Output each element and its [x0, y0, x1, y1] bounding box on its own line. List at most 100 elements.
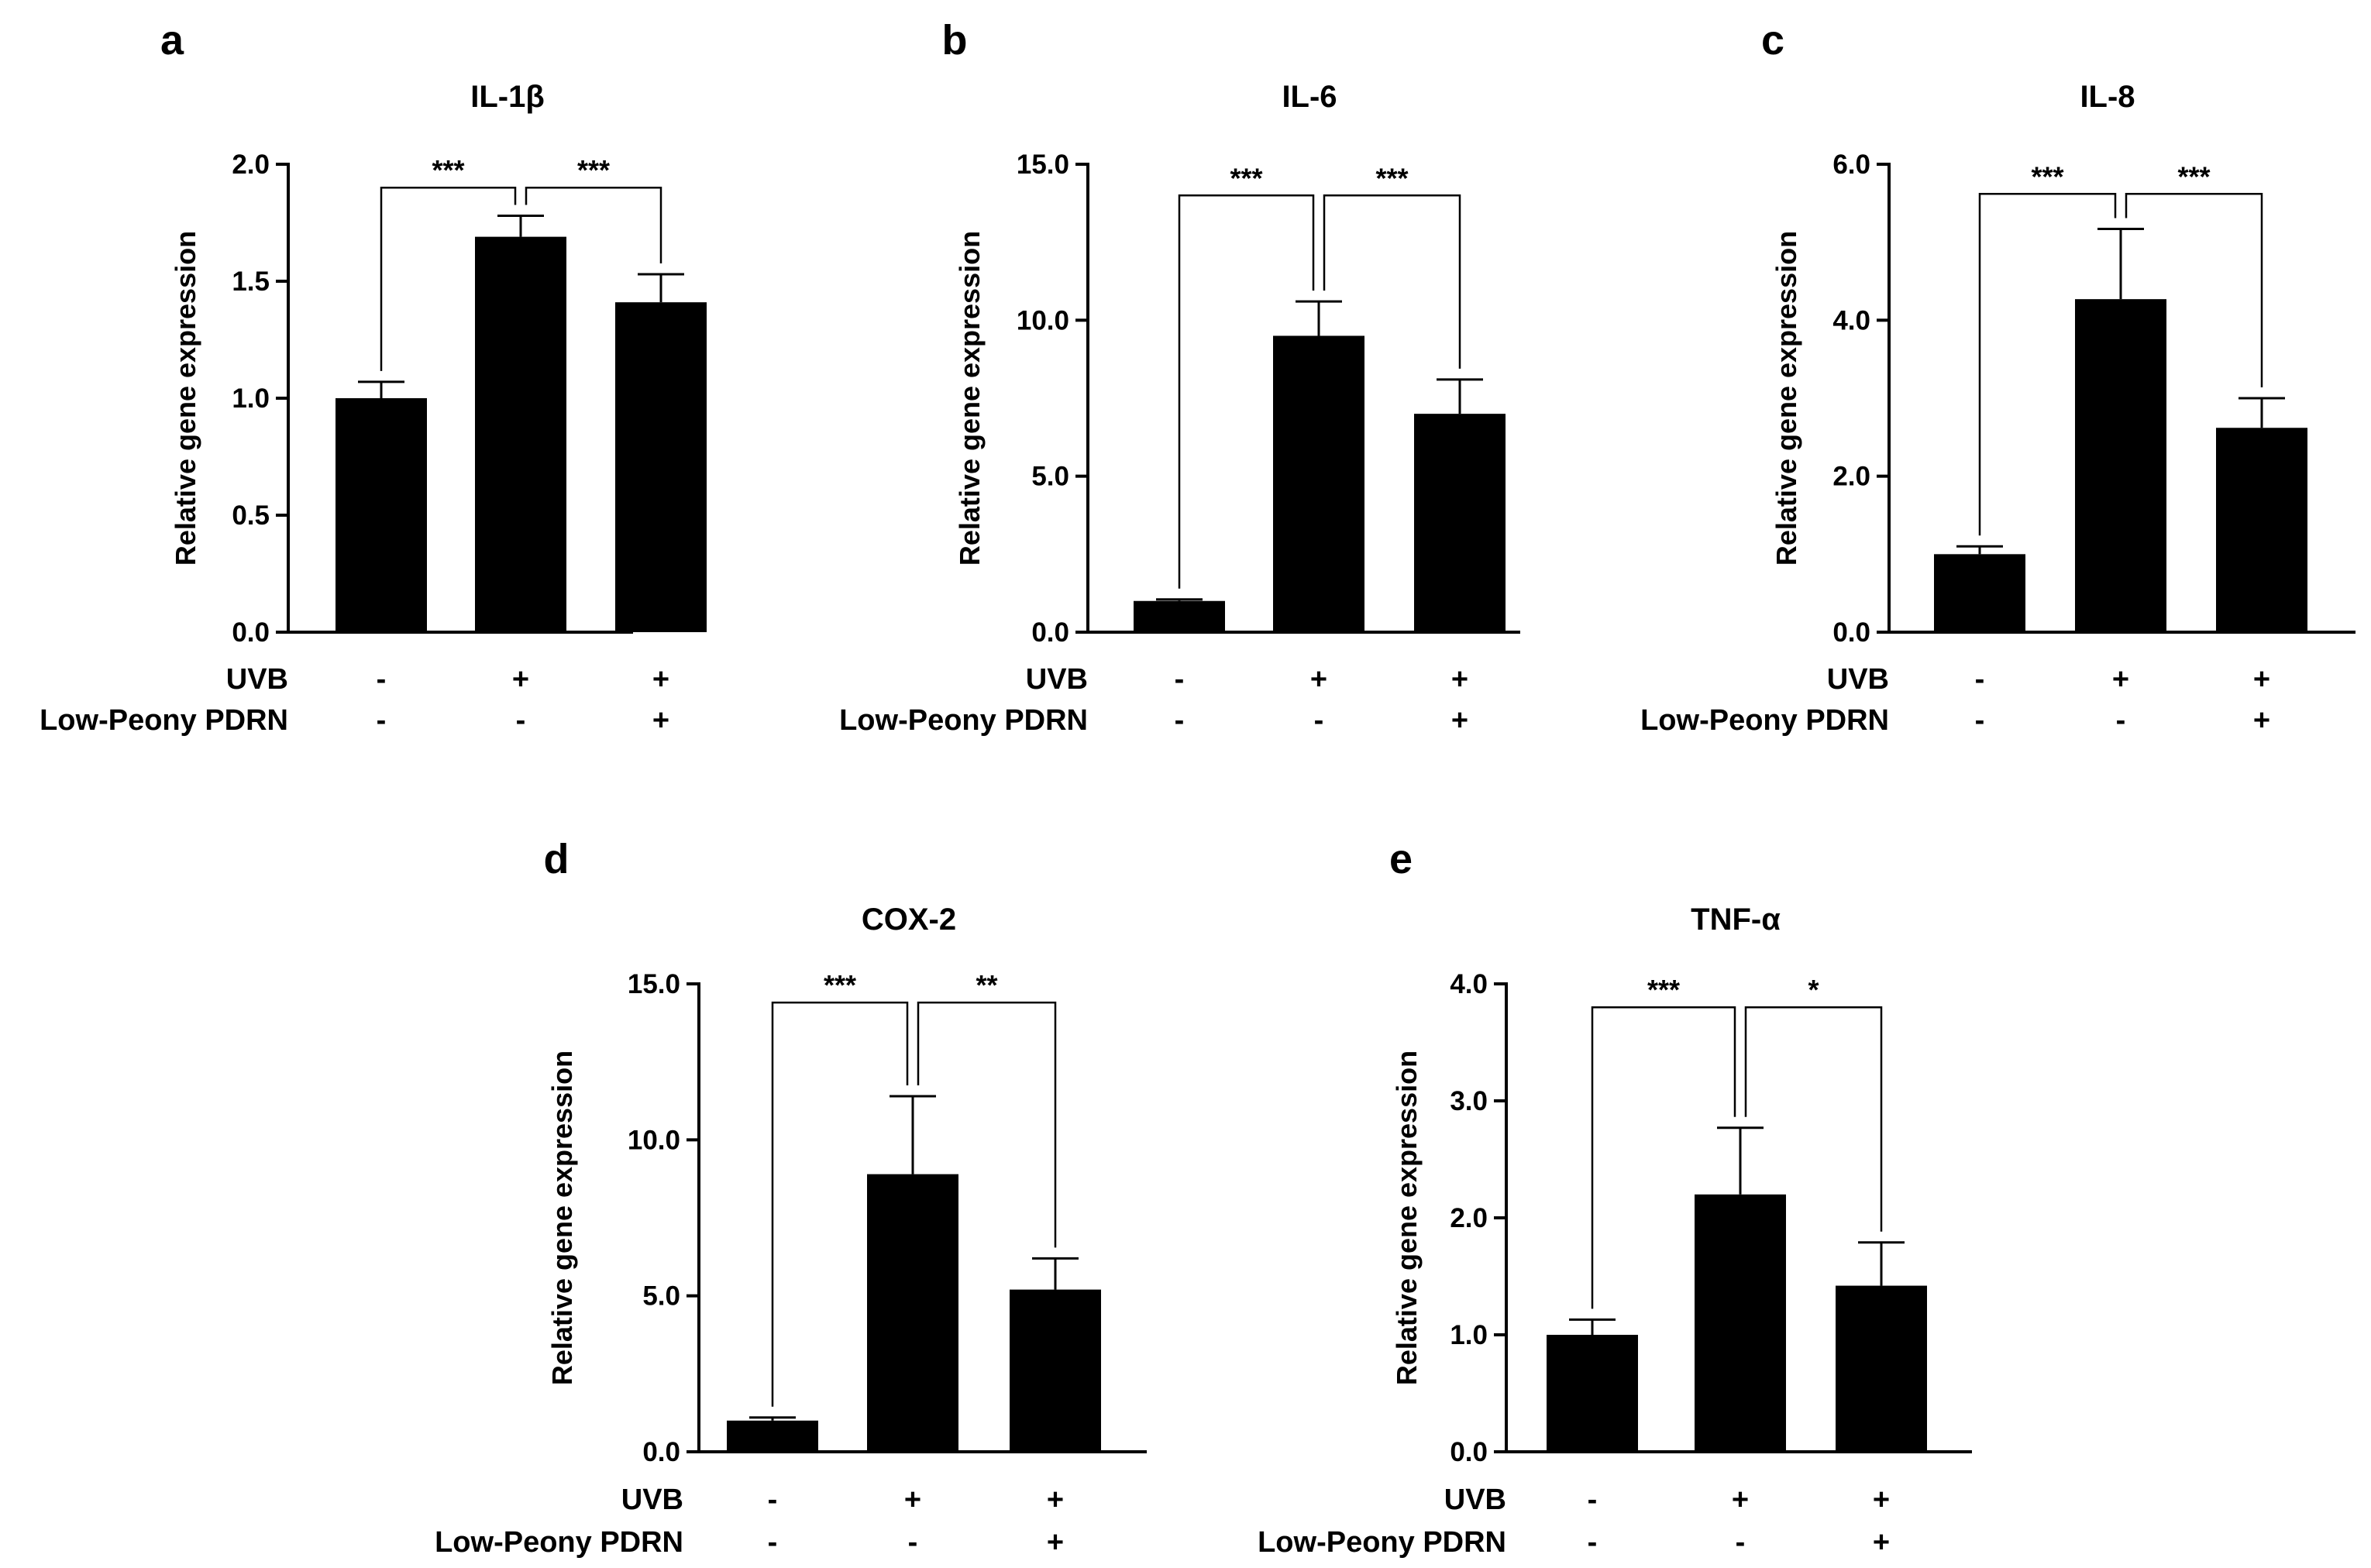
y-tick-label: 4.0	[1832, 305, 1870, 335]
significance-label: ***	[577, 154, 610, 186]
y-tick-label: 0.0	[1031, 617, 1069, 648]
uvb-sign: -	[1588, 1484, 1598, 1516]
y-axis-title: Relative gene expression	[954, 231, 986, 566]
significance-bracket	[1978, 193, 2117, 536]
uvb-sign: -	[1175, 663, 1185, 696]
bar	[727, 1420, 818, 1452]
y-tick-label: 1.5	[232, 266, 270, 297]
uvb-sign: +	[1732, 1484, 1749, 1516]
panel-letter: b	[942, 17, 968, 64]
pdrn-sign: +	[1047, 1526, 1064, 1559]
pdrn-sign: -	[1175, 704, 1185, 737]
pdrn-sign: +	[1873, 1526, 1890, 1559]
condition-label-uvb: UVB	[1444, 1484, 1506, 1516]
condition-label-pdrn: Low-Peony PDRN	[1640, 704, 1889, 737]
pdrn-sign: -	[2116, 704, 2126, 737]
significance-bracket	[1591, 1006, 1736, 1309]
pdrn-sign: -	[908, 1526, 918, 1559]
chart-panel-e: e TNF-α Relative gene expression 0.0 1.0 2.0 3…	[1258, 836, 1972, 1559]
y-axis-title: Relative gene expression	[1391, 1050, 1423, 1385]
significance-label: *	[1808, 974, 1819, 1006]
chart-panel-d: d COX-2 Relative gene expression 0.0 5.0 10.0…	[435, 836, 1147, 1559]
pdrn-sign: +	[2253, 704, 2270, 737]
bar	[1547, 1335, 1638, 1452]
bar	[1934, 554, 2025, 632]
y-axis-title: Relative gene expression	[546, 1050, 578, 1385]
y-tick-label: 2.0	[232, 150, 270, 180]
condition-label-uvb: UVB	[1827, 663, 1889, 696]
bar	[2216, 428, 2307, 632]
pdrn-sign: -	[1588, 1526, 1598, 1559]
significance-label: ***	[1375, 162, 1408, 194]
y-tick-label: 15.0	[628, 969, 680, 999]
bar	[475, 236, 566, 632]
panel-letter: a	[160, 17, 184, 64]
uvb-sign: +	[1310, 663, 1327, 696]
chart-title: IL-8	[2080, 80, 2135, 114]
pdrn-sign: -	[768, 1526, 778, 1559]
bar	[867, 1174, 958, 1452]
pdrn-sign: +	[652, 704, 669, 737]
y-tick-label: 3.0	[1450, 1086, 1488, 1116]
uvb-sign: -	[1975, 663, 1985, 696]
condition-label-pdrn: Low-Peony PDRN	[435, 1526, 683, 1559]
uvb-sign: +	[1047, 1484, 1064, 1516]
y-tick-label: 0.0	[1450, 1437, 1488, 1467]
y-axis-title: Relative gene expression	[170, 231, 201, 566]
y-tick-label: 10.0	[1017, 305, 1069, 335]
chart-title: IL-1β	[470, 80, 545, 114]
chart-panel-b: b IL-6 Relative gene expression 0.0 5.0 10.0 1…	[839, 17, 1520, 737]
y-tick-label: 10.0	[628, 1125, 680, 1155]
chart-title: TNF-α	[1691, 903, 1781, 937]
significance-label: ***	[824, 969, 856, 1001]
pdrn-sign: -	[377, 704, 387, 737]
chart-title: COX-2	[862, 903, 956, 937]
bar	[1134, 600, 1225, 632]
y-axis-title: Relative gene expression	[1771, 231, 1802, 566]
y-tick-label: 5.0	[642, 1281, 680, 1312]
uvb-sign: +	[2112, 663, 2129, 696]
uvb-sign: +	[652, 663, 669, 696]
uvb-sign: -	[377, 663, 387, 696]
uvb-sign: +	[904, 1484, 921, 1516]
panel-letter: e	[1389, 836, 1413, 882]
significance-label: ***	[2177, 160, 2210, 192]
chart-title: IL-6	[1282, 80, 1337, 114]
bar	[1010, 1289, 1101, 1452]
significance-bracket	[917, 1001, 1057, 1248]
uvb-sign: +	[1873, 1484, 1890, 1516]
chart-panel-c: c IL-8 Relative gene expression 0.0 2.0 4.0 6.…	[1640, 17, 2356, 737]
significance-label: ***	[432, 154, 464, 186]
bar	[1695, 1194, 1786, 1452]
condition-label-pdrn: Low-Peony PDRN	[40, 704, 288, 737]
pdrn-sign: -	[516, 704, 526, 737]
significance-label: **	[976, 969, 997, 1001]
y-tick-label: 2.0	[1450, 1203, 1488, 1233]
y-tick-label: 0.0	[1832, 617, 1870, 648]
y-tick-label: 15.0	[1017, 150, 1069, 180]
condition-label-uvb: UVB	[621, 1484, 683, 1516]
bar	[2075, 299, 2166, 632]
y-tick-label: 5.0	[1031, 462, 1069, 492]
bar	[1273, 335, 1364, 632]
bar	[615, 302, 707, 632]
condition-label-pdrn: Low-Peony PDRN	[839, 704, 1088, 737]
y-tick-label: 1.0	[232, 383, 270, 414]
significance-bracket	[380, 186, 517, 371]
uvb-sign: +	[1451, 663, 1468, 696]
y-tick-label: 4.0	[1450, 969, 1488, 999]
bar	[1836, 1285, 1927, 1452]
pdrn-sign: +	[1451, 704, 1468, 737]
significance-bracket	[771, 1001, 909, 1407]
bar	[1414, 414, 1506, 632]
significance-label: ***	[1647, 974, 1680, 1006]
panel-letter: c	[1761, 17, 1784, 64]
y-tick-label: 0.0	[232, 617, 270, 648]
significance-bracket	[1323, 194, 1461, 369]
y-tick-label: 2.0	[1832, 462, 1870, 492]
significance-bracket	[1178, 194, 1315, 589]
uvb-sign: +	[2253, 663, 2270, 696]
chart-panel-a: a IL-1β Relative gene expression 0.0 0.5 1.0 1…	[40, 17, 707, 737]
